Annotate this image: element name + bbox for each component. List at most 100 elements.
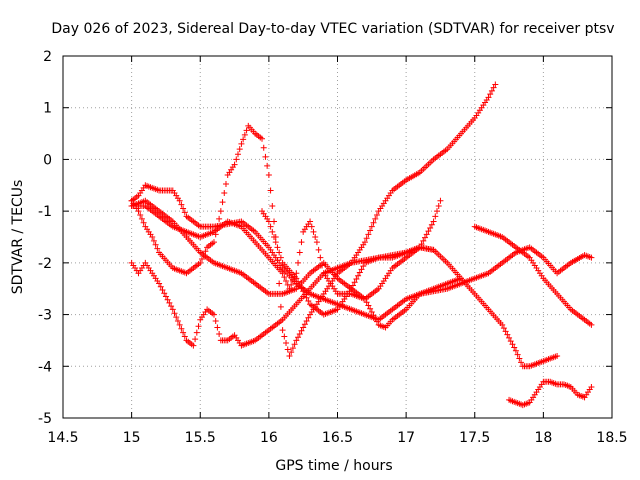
data-point: [365, 302, 372, 309]
data-point: [265, 218, 272, 225]
data-point: [289, 277, 296, 284]
data-point: [588, 254, 595, 261]
data-point: [238, 140, 245, 147]
data-point: [356, 269, 363, 276]
data-point: [518, 359, 525, 366]
data-point: [514, 351, 521, 358]
data-point: [210, 311, 217, 318]
data-point: [490, 84, 497, 91]
data-point: [305, 297, 312, 304]
data-point: [368, 308, 375, 315]
data-point: [271, 218, 278, 225]
data-point: [180, 205, 187, 212]
y-tick-label: -4: [38, 359, 52, 375]
data-point: [368, 223, 375, 230]
data-point: [243, 127, 250, 134]
data-point: [421, 234, 428, 241]
data-point: [301, 291, 308, 298]
data-point: [171, 310, 178, 317]
y-tick-label: 2: [43, 49, 52, 65]
data-point: [298, 327, 305, 334]
data-point: [430, 246, 437, 253]
data-point: [276, 249, 283, 256]
data-point: [176, 197, 183, 204]
data-point: [360, 263, 367, 270]
data-point: [284, 346, 291, 353]
data-point: [231, 161, 238, 168]
y-tick-label: 1: [43, 101, 52, 117]
data-point: [312, 234, 319, 240]
data-point: [212, 318, 219, 325]
data-point: [286, 285, 293, 292]
data-point: [180, 329, 187, 336]
data-point: [293, 337, 300, 344]
data-point: [283, 340, 290, 347]
data-point: [504, 331, 511, 338]
series-track-7: [471, 223, 595, 328]
data-point: [236, 146, 243, 153]
data-point: [295, 334, 302, 341]
data-point: [435, 202, 442, 209]
data-point: [277, 303, 284, 310]
x-axis-label: GPS time / hours: [275, 458, 392, 474]
data-point: [507, 338, 514, 345]
x-tick-label: 15: [123, 430, 141, 446]
data-point: [166, 299, 173, 306]
data-point: [174, 318, 181, 325]
data-point: [315, 246, 322, 253]
data-point: [313, 239, 320, 246]
data-point: [372, 215, 379, 222]
y-tick-label: -5: [38, 411, 52, 427]
data-point: [305, 314, 312, 321]
data-point: [164, 296, 171, 303]
data-point: [458, 275, 465, 282]
data-point: [485, 94, 492, 101]
data-point: [298, 285, 305, 292]
data-point: [499, 321, 506, 328]
data-point: [234, 151, 241, 158]
data-point: [272, 239, 279, 246]
data-point: [161, 290, 168, 297]
data-point: [221, 190, 228, 197]
series-track-6: [259, 208, 437, 318]
data-point: [487, 91, 494, 98]
data-point: [432, 213, 439, 220]
data-point: [428, 221, 435, 228]
data-point: [202, 248, 209, 255]
chart-title: Day 026 of 2023, Sidereal Day-to-day VTE…: [51, 21, 614, 37]
data-point: [502, 328, 509, 335]
data-point: [427, 224, 434, 231]
x-tick-label: 14.5: [47, 430, 78, 446]
data-point: [156, 280, 163, 287]
data-point: [138, 215, 145, 222]
data-point: [437, 197, 444, 204]
series-track-8: [506, 378, 595, 409]
data-point: [554, 352, 561, 359]
x-tick-label: 18: [534, 430, 552, 446]
data-point: [283, 277, 290, 284]
data-point: [430, 218, 437, 225]
data-point: [300, 288, 307, 295]
data-point: [216, 330, 223, 337]
data-point: [176, 321, 183, 328]
data-point: [355, 272, 362, 279]
data-point: [137, 212, 144, 219]
data-point: [149, 234, 156, 240]
data-point: [259, 135, 266, 142]
data-point: [276, 280, 283, 287]
data-point: [348, 285, 355, 292]
data-point: [372, 315, 379, 322]
data-point: [241, 131, 248, 138]
y-tick-label: 0: [43, 152, 52, 168]
plot-frame: [62, 55, 613, 419]
x-tick-label: 16.5: [322, 430, 353, 446]
data-point: [293, 275, 300, 282]
data-point: [308, 223, 315, 230]
data-point: [288, 281, 295, 288]
data-point: [349, 282, 356, 289]
data-point: [425, 228, 432, 235]
data-point: [277, 254, 284, 261]
data-point: [365, 231, 372, 238]
data-point: [264, 162, 271, 169]
